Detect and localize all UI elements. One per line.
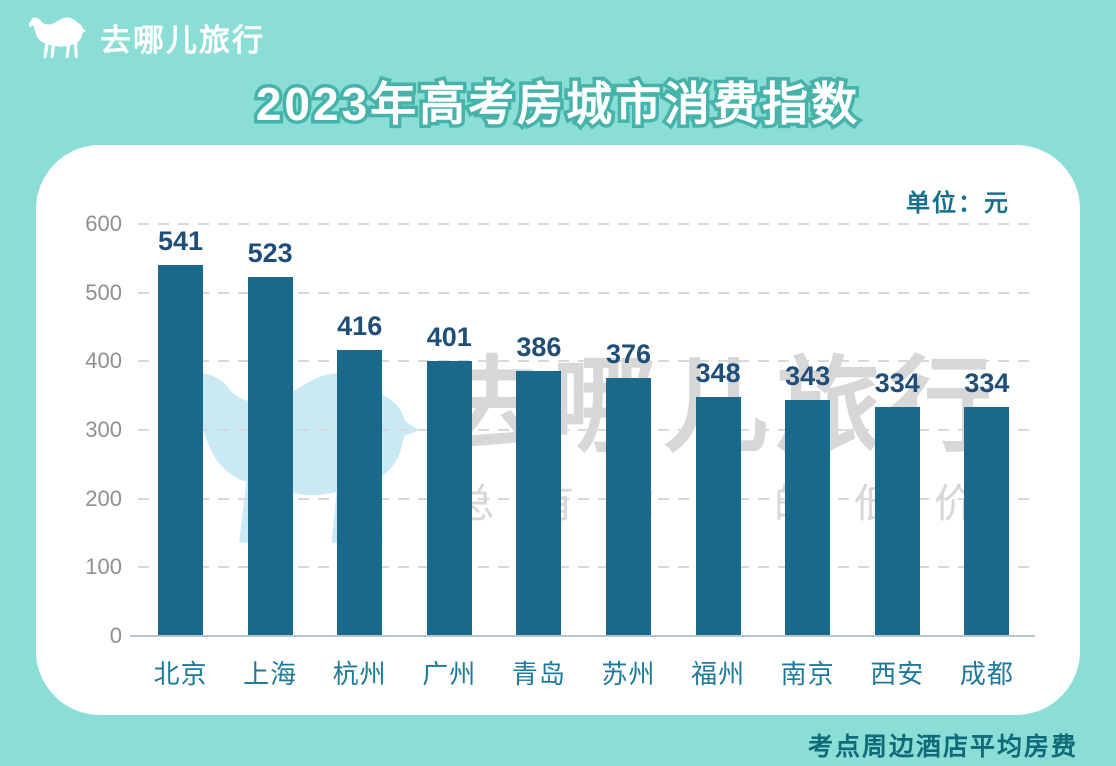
bar-group-上海: 523 上海 [243, 224, 296, 689]
bar-value-成都: 334 [964, 368, 1010, 398]
y-tick-label-0: 0 [109, 623, 122, 648]
x-axis-baseline [130, 635, 1035, 637]
gridline-200 [138, 497, 1035, 500]
bar-西安 [874, 407, 920, 636]
bar-成都 [964, 407, 1010, 636]
gridline-400 [138, 360, 1035, 363]
bar-北京 [158, 265, 203, 636]
chart-card: 单位：元 去哪儿旅行 总有你要的低价 010020030040050060054… [36, 145, 1080, 715]
bar-group-广州: 401 广州 [422, 224, 475, 689]
bar-group-杭州: 416 杭州 [333, 224, 386, 689]
x-tick-label-福州: 福州 [691, 659, 746, 689]
x-tick-label-青岛: 青岛 [511, 659, 566, 689]
gridline-500 [138, 291, 1035, 294]
y-tick-label-300: 300 [85, 417, 122, 442]
bar-group-苏州: 376 苏州 [601, 224, 654, 689]
x-tick-label-南京: 南京 [780, 659, 835, 689]
bar-value-南京: 343 [785, 361, 831, 391]
x-tick-label-苏州: 苏州 [601, 659, 656, 689]
brand-logo: 去哪儿旅行 [26, 12, 265, 62]
y-tick-label-200: 200 [85, 485, 122, 511]
y-tick-label-400: 400 [85, 348, 122, 374]
bar-南京 [785, 400, 831, 636]
bar-group-北京: 541 北京 [153, 224, 206, 689]
bar-value-苏州: 376 [605, 339, 652, 369]
bar-group-南京: 343 南京 [781, 224, 834, 689]
gridline-600 [138, 223, 1035, 225]
gridline-300 [138, 429, 1035, 431]
footer-caption: 考点周边酒店平均房费 [807, 733, 1078, 761]
x-tick-label-北京: 北京 [153, 659, 208, 689]
bar-广州 [426, 361, 472, 636]
bar-value-上海: 523 [247, 238, 293, 268]
x-tick-label-西安: 西安 [870, 659, 925, 689]
x-tick-label-上海: 上海 [243, 659, 298, 689]
bar-value-福州: 348 [695, 358, 741, 388]
y-tick-label-500: 500 [85, 279, 122, 305]
brand-name: 去哪儿旅行 [100, 22, 265, 58]
bar-value-广州: 401 [426, 322, 472, 352]
bar-value-青岛: 386 [516, 332, 562, 362]
gridline-100 [138, 566, 1035, 569]
bar-value-北京: 541 [157, 226, 204, 256]
x-tick-label-杭州: 杭州 [332, 659, 387, 689]
bar-杭州 [337, 350, 383, 636]
y-tick-label-100: 100 [85, 554, 122, 580]
x-tick-label-广州: 广州 [422, 659, 477, 689]
bar-value-西安: 334 [874, 368, 920, 398]
x-tick-label-成都: 成都 [959, 659, 1014, 689]
bar-上海 [247, 277, 293, 636]
bar-福州 [695, 397, 741, 636]
page-title: 2023年高考房城市消费指数 [252, 75, 861, 134]
y-tick-label-600: 600 [85, 211, 122, 236]
bar-group-西安: 334 西安 [870, 224, 923, 689]
camel-icon [28, 17, 87, 58]
bar-青岛 [516, 371, 562, 636]
bar-value-杭州: 416 [337, 311, 383, 341]
bar-chart: 0 100 200 300 400 500 600 541 北京 523 上海 416 杭州 401 广州 3… [85, 211, 1035, 689]
bar-group-青岛: 386 青岛 [512, 224, 565, 689]
bar-苏州 [606, 378, 651, 636]
unit-label: 单位：元 [906, 190, 1010, 217]
bar-group-福州: 348 福州 [691, 224, 744, 689]
bar-group-成都: 334 成都 [960, 224, 1013, 689]
